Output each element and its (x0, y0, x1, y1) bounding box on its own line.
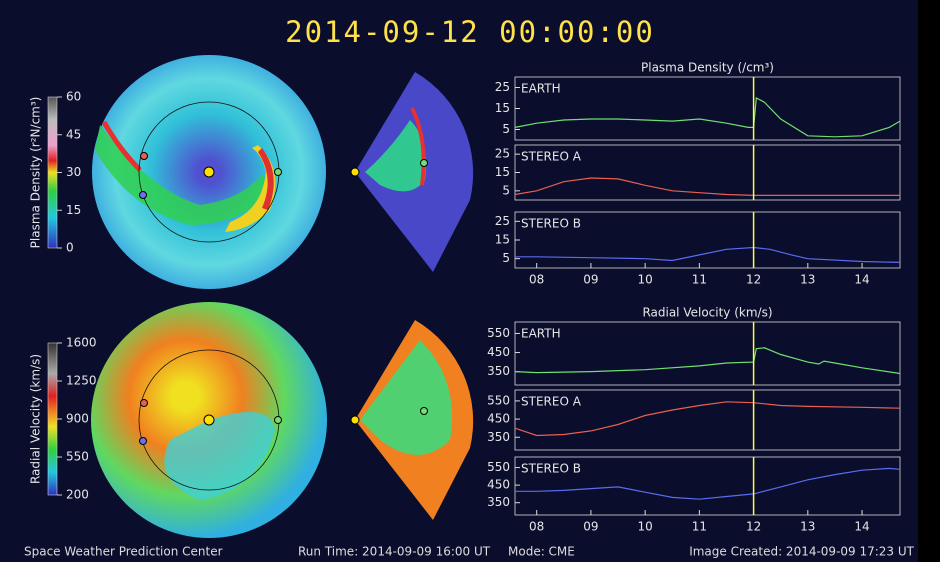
y-tick-label: 450 (487, 412, 510, 426)
y-tick-label: 25 (495, 214, 510, 228)
colorbar (47, 342, 58, 496)
density-map (92, 55, 474, 289)
x-tick-label: 14 (854, 520, 869, 534)
y-tick-label: 450 (487, 478, 510, 492)
colorbar (47, 96, 58, 249)
x-tick-label: 08 (529, 520, 544, 534)
y-tick-label: 15 (495, 233, 510, 247)
footer-run-time: Run Time: 2014-09-09 16:00 UT (298, 545, 491, 559)
y-tick-label: 550 (487, 393, 510, 407)
series-line (514, 177, 900, 196)
y-tick-label: 350 (487, 495, 510, 509)
series-line (514, 347, 901, 375)
footer-mode: Mode: CME (508, 545, 575, 559)
y-tick-label: 550 (487, 326, 510, 340)
y-tick-label: 5 (502, 122, 510, 136)
colorbar-tick-label: 1600 (66, 336, 97, 350)
y-tick-label: 450 (487, 345, 510, 359)
x-tick-label: 10 (638, 520, 653, 534)
x-tick-label: 14 (854, 273, 869, 287)
y-tick-label: 25 (495, 147, 510, 161)
panel-label: EARTH (521, 327, 561, 341)
panel-frame (514, 456, 901, 516)
colorbar-tick-label: 30 (66, 165, 81, 179)
panel-title: Plasma Density (/cm³) (641, 61, 774, 75)
colorbar-label: Plasma Density (r²N/cm³) (29, 97, 43, 249)
x-tick-label: 08 (529, 273, 544, 287)
colorbar-tick-label: 900 (66, 412, 89, 426)
colorbar-tick-label: 15 (66, 203, 81, 217)
footer-created: Image Created: 2014-09-09 17:23 UT (689, 545, 914, 559)
time-title: 2014-09-12 00:00:00 (285, 15, 655, 49)
panel-label: EARTH (521, 82, 561, 96)
x-tick-label: 11 (692, 520, 707, 534)
y-tick-label: 15 (495, 101, 510, 115)
panel-frame (514, 321, 901, 386)
velocity-map (91, 302, 474, 538)
colorbar-label: Radial Velocity (km/s) (29, 354, 43, 484)
panel-label: STEREO A (521, 150, 582, 164)
series-line (515, 246, 901, 263)
y-tick-label: 5 (502, 251, 510, 265)
x-tick-label: 10 (638, 273, 653, 287)
x-tick-label: 09 (583, 273, 598, 287)
footer-org: Space Weather Prediction Center (24, 545, 223, 559)
panel-label: STEREO A (521, 395, 582, 409)
colorbar-tick-label: 200 (66, 488, 89, 502)
y-tick-label: 25 (495, 80, 510, 94)
panel-label: STEREO B (521, 217, 581, 231)
x-tick-label: 13 (800, 273, 815, 287)
panel-label: STEREO B (521, 462, 581, 476)
panel-frame (514, 389, 901, 451)
x-tick-label: 13 (800, 520, 815, 534)
y-tick-label: 350 (487, 430, 510, 444)
x-tick-label: 12 (746, 273, 761, 287)
series-line (514, 97, 901, 138)
series-line (515, 467, 901, 500)
y-tick-label: 550 (487, 460, 510, 474)
y-tick-label: 5 (502, 183, 510, 197)
colorbar-tick-label: 45 (66, 127, 81, 141)
colorbar-tick-label: 550 (66, 450, 89, 464)
y-tick-label: 350 (487, 364, 510, 378)
colorbar-tick-label: 60 (66, 90, 81, 104)
colorbar-tick-label: 0 (66, 241, 74, 255)
series-line (514, 401, 901, 437)
panel-title: Radial Velocity (km/s) (642, 306, 772, 320)
x-tick-label: 12 (746, 520, 761, 534)
colorbar-tick-label: 1250 (66, 374, 97, 388)
y-tick-label: 15 (495, 165, 510, 179)
x-tick-label: 09 (583, 520, 598, 534)
x-tick-label: 11 (692, 273, 707, 287)
